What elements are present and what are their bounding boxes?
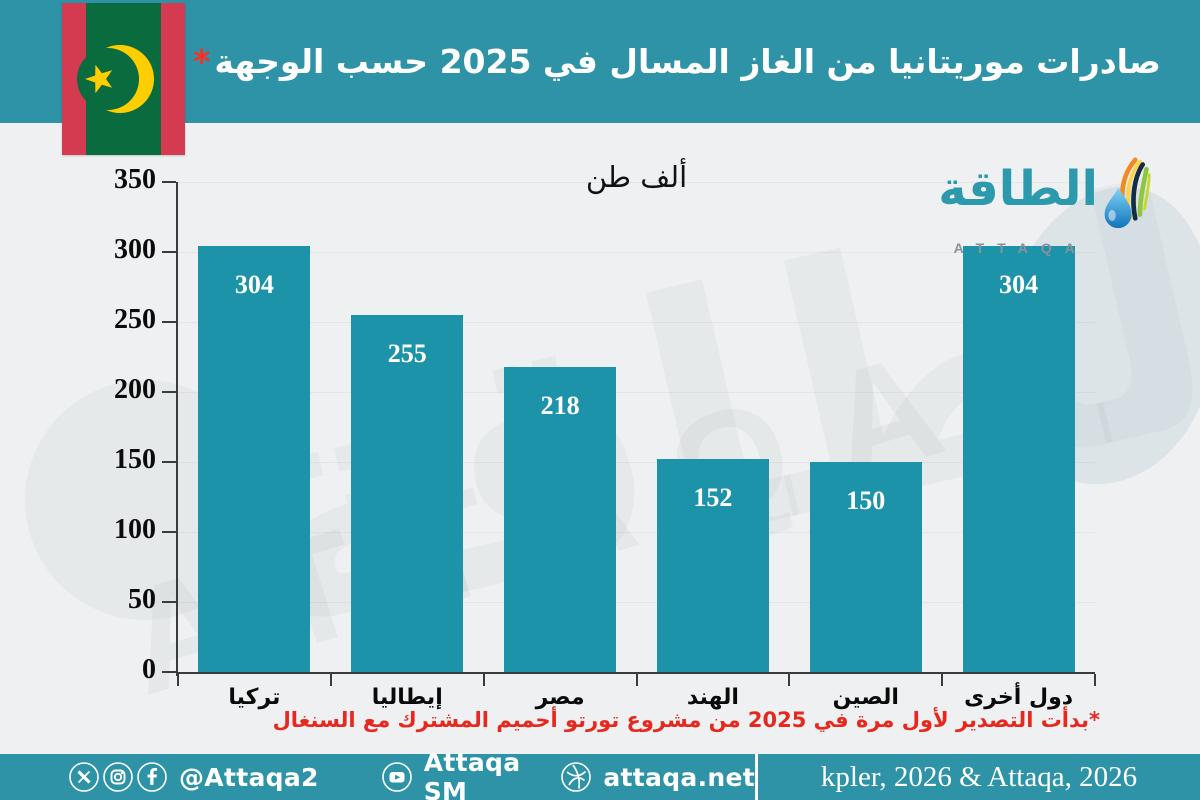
mauritania-flag [62,3,185,155]
bar-1: 304 [198,246,311,672]
logo-arabic-text: الطاقة [938,161,1098,217]
attaqa-logo: الطاقة ATTAQA [938,157,1152,256]
youtube-icon [381,761,413,793]
x-axis-tick-2 [482,674,485,686]
x-axis-label-1: تركيا [228,685,281,710]
y-axis [176,182,178,676]
x-axis-label-6: دول أخرى [964,685,1074,710]
logo-latin-text: ATTAQA [953,240,1088,256]
bar-5: 150 [809,462,922,672]
footnote: *بدأت التصدير لأول مرة في 2025 من مشروع … [272,708,1100,732]
x-axis-tick-5 [941,674,944,686]
y-axis-label-200: 200 [114,374,156,405]
x-axis-tick-0 [177,674,179,686]
x-icon [68,761,100,793]
footer-divider [755,754,758,800]
gridline-50 [178,602,1095,603]
bar-6: 304 [962,246,1075,672]
youtube-label: Attaqa SM [423,748,521,800]
flag-star-icon [85,64,113,94]
y-axis-tick-200 [162,391,176,393]
y-axis-label-300: 300 [114,234,156,265]
y-axis-tick-250 [162,321,176,323]
x-axis-tick-4 [788,674,791,686]
header: صادرات موريتانيا من الغاز المسال في 2025… [0,0,1200,123]
gridline-300 [178,252,1095,253]
y-axis-tick-100 [162,531,176,533]
x-axis-label-4: الهند [686,685,739,710]
gridline-100 [178,532,1095,533]
bar-value-3: 218 [540,390,580,420]
instagram-icon [102,761,134,793]
bar-value-5: 150 [846,486,886,515]
plot-area: 0 50 100 150 200 250 300 350 304 تركيا 255 إيطاليا 2… [114,164,1096,710]
y-axis-label-100: 100 [114,514,156,545]
x-axis [176,672,1095,674]
x-axis-label-5: الصين [832,685,899,710]
bar-2: 255 [351,315,464,672]
x-axis-tick-3 [635,674,638,686]
website-label: attaqa.net [603,762,755,792]
flame-drop-icon [1104,157,1151,229]
x-axis-tick-6 [1094,674,1096,686]
gridline-350 [178,182,1095,183]
bar-4: 152 [656,459,769,672]
source-text: kpler, 2026 & Attaqa, 2026 [820,760,1138,793]
bar-value-4: 152 [693,483,733,513]
y-axis-label-250: 250 [114,304,156,335]
footer-social-group: @Attaqa2 Attaqa SM attaqa.net [0,748,755,800]
y-axis-tick-150 [162,461,176,463]
title-asterisk: * [193,42,211,81]
source-section: kpler, 2026 & Attaqa, 2026 [758,761,1200,794]
y-axis-label-150: 150 [114,444,156,475]
page-title: صادرات موريتانيا من الغاز المسال في 2025… [189,42,1161,81]
bar-3: 218 [504,366,617,672]
social-handle: @Attaqa2 [179,762,319,792]
bar-value-2: 255 [387,339,427,368]
gridline-150 [178,462,1095,463]
globe-icon [560,761,592,793]
x-axis-tick-1 [329,674,332,686]
footer: @Attaqa2 Attaqa SM attaqa.net kpler, 202… [0,748,1200,800]
y-axis-tick-0 [162,671,176,673]
y-axis-tick-350 [162,181,176,183]
bar-value-1: 304 [234,270,274,300]
x-axis-label-3: مصر [535,685,585,710]
facebook-icon [136,761,168,793]
gridline-200 [178,392,1095,393]
y-axis-label-50: 50 [128,584,156,615]
y-axis-label-350: 350 [114,164,156,195]
bar-value-6: 304 [999,270,1039,300]
title-text: صادرات موريتانيا من الغاز المسال في 2025… [214,42,1161,81]
chart-unit-label: ألف طن [585,160,688,194]
y-axis-tick-50 [162,601,176,603]
x-axis-label-2: إيطاليا [371,685,443,710]
y-axis-label-0: 0 [142,654,156,685]
gridline-250 [178,322,1095,323]
y-axis-tick-300 [162,251,176,253]
